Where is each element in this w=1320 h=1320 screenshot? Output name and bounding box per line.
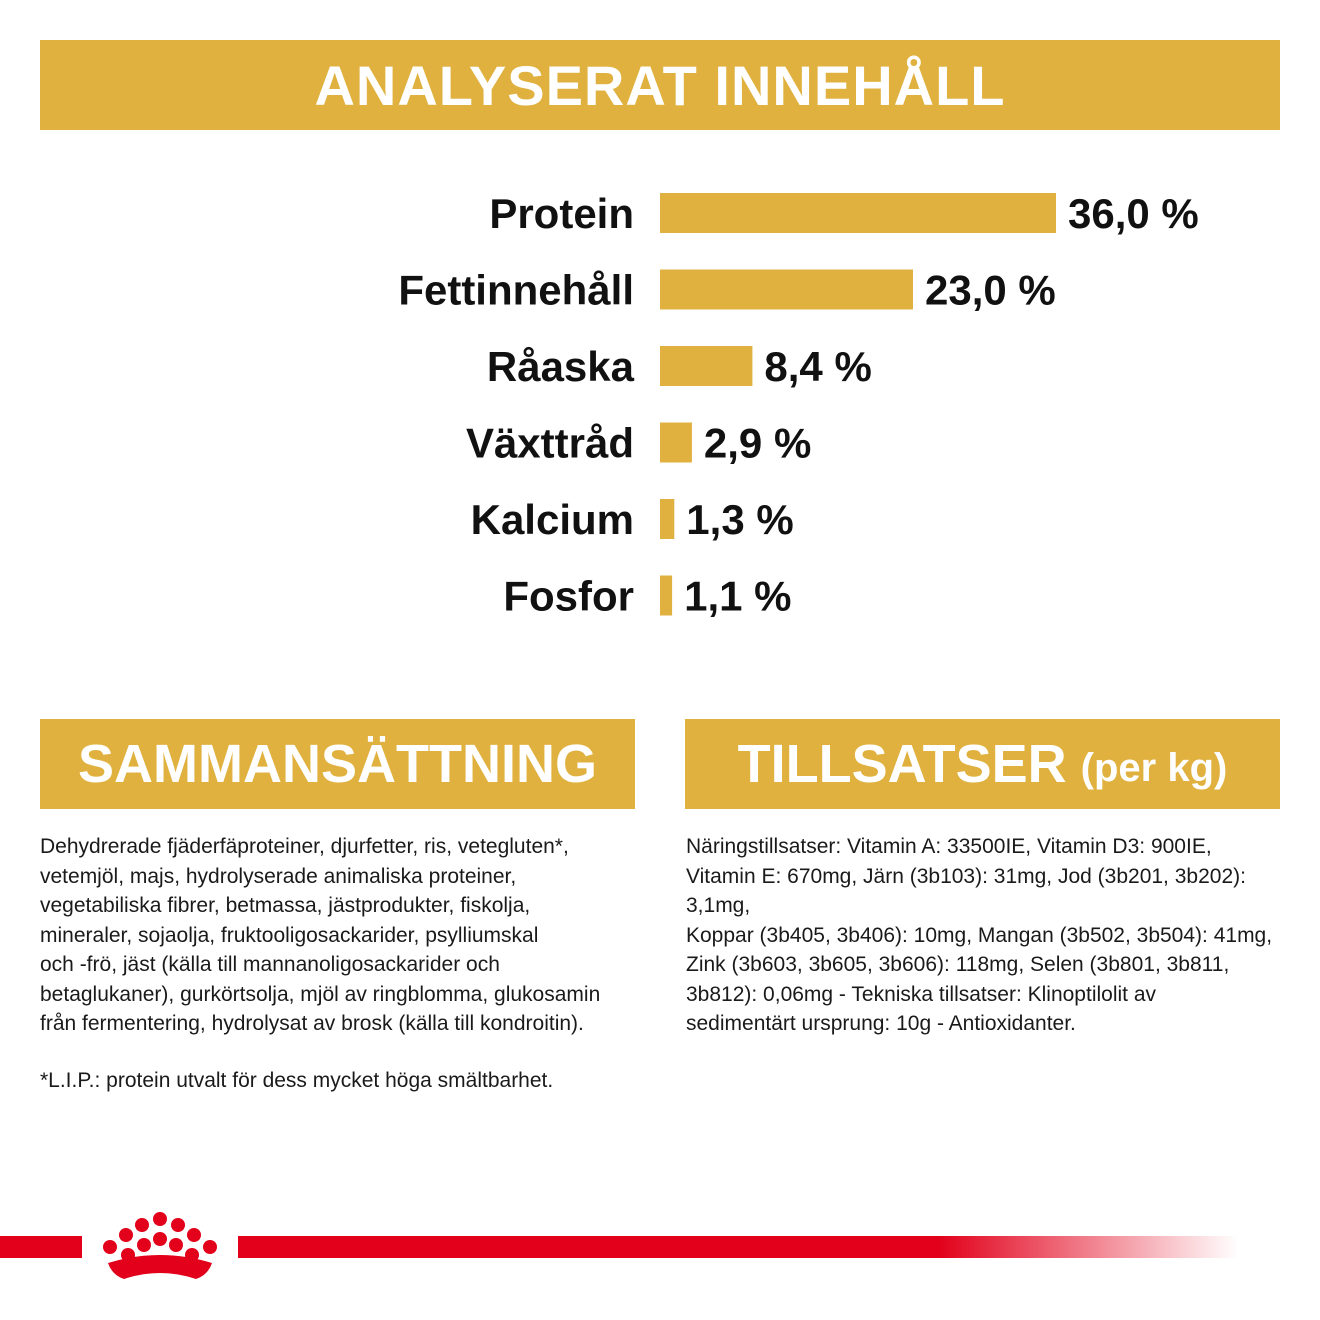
brand-line-left [0, 1236, 82, 1258]
composition-banner: SAMMANSÄTTNING [40, 719, 635, 809]
analysis-banner: ANALYSERAT INNEHÅLL [40, 40, 1280, 130]
value-label: 23,0 % [925, 267, 1056, 314]
composition-line: från fermentering, hydrolysat av brosk (… [40, 1012, 584, 1035]
additives-text: Näringstillsatser: Vitamin A: 33500IE, V… [686, 832, 1286, 1039]
category-label: Råaska [487, 343, 635, 390]
composition-text: Dehydrerade fjäderfäproteiner, djurfette… [40, 832, 640, 1039]
additives-banner: TILLSATSER (per kg) [685, 719, 1280, 809]
category-label: Fettinnehåll [398, 267, 634, 314]
composition-line: och -frö, jäst (källa till mannanoligosa… [40, 953, 500, 976]
category-label: Protein [489, 190, 634, 237]
value-label: 1,3 % [686, 496, 793, 543]
composition-line: vetemjöl, majs, hydrolyserade animaliska… [40, 864, 517, 888]
lip-footnote: *L.I.P.: protein utvalt för dess mycket … [40, 1069, 554, 1092]
bar [660, 346, 753, 386]
additives-line: Zink (3b603, 3b605, 3b606): 118mg, Selen… [686, 953, 1230, 976]
category-label: Kalcium [471, 496, 634, 543]
value-label: 8,4 % [764, 343, 871, 390]
bar [660, 499, 675, 539]
analysis-title: ANALYSERAT INNEHÅLL [314, 53, 1006, 117]
brand-line-right [238, 1236, 1238, 1258]
composition-line: Dehydrerade fjäderfäproteiner, djurfette… [40, 835, 569, 858]
value-label: 36,0 % [1068, 190, 1199, 237]
additives-line: sedimentärt ursprung: 10g - Antioxidante… [686, 1012, 1076, 1035]
composition-line: mineraler, sojaolja, fruktooligosackarid… [40, 923, 539, 947]
additives-line: 3b812): 0,06mg - Tekniska tillsatser: Kl… [686, 982, 1157, 1006]
composition-line: betaglukaner), gurkörtsolja, mjöl av rin… [40, 982, 601, 1006]
bar [660, 193, 1056, 233]
value-label: 2,9 % [704, 420, 811, 467]
additives-line: Näringstillsatser: Vitamin A: 33500IE, V… [686, 835, 1212, 858]
category-label: Fosfor [503, 573, 634, 620]
value-label: 1,1 % [684, 573, 791, 620]
crown-icon [103, 1212, 217, 1279]
additives-title-suffix: (per kg) [1080, 745, 1228, 790]
additives-line: Koppar (3b405, 3b406): 10mg, Mangan (3b5… [686, 923, 1273, 947]
bar [660, 422, 692, 463]
bar [660, 575, 673, 616]
bar [660, 269, 913, 310]
composition-title: SAMMANSÄTTNING [78, 734, 597, 794]
category-label: Växttråd [466, 420, 634, 467]
additives-title: TILLSATSER [737, 734, 1067, 794]
composition-line: vegetabiliska fibrer, betmassa, jästprod… [40, 894, 531, 917]
analysis-bar-chart: Protein 36,0 % Fettinnehåll 23,0 % Råaska 8,4… [398, 190, 1199, 620]
additives-line: Vitamin E: 670mg, Järn (3b103): 31mg, Jo… [686, 864, 1246, 918]
